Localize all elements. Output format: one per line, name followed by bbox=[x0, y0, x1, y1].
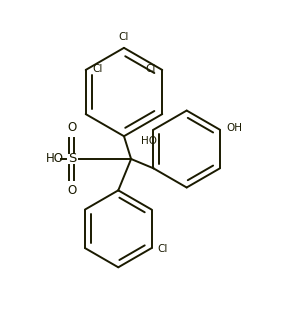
Text: HO: HO bbox=[46, 153, 64, 165]
Text: Cl: Cl bbox=[146, 64, 156, 73]
Text: Cl: Cl bbox=[119, 31, 129, 42]
Text: S: S bbox=[68, 153, 77, 165]
Text: Cl: Cl bbox=[93, 64, 103, 73]
Text: OH: OH bbox=[226, 123, 242, 133]
Text: HO: HO bbox=[141, 136, 157, 146]
Text: O: O bbox=[67, 184, 76, 197]
Text: O: O bbox=[67, 121, 76, 134]
Text: Cl: Cl bbox=[158, 245, 168, 254]
